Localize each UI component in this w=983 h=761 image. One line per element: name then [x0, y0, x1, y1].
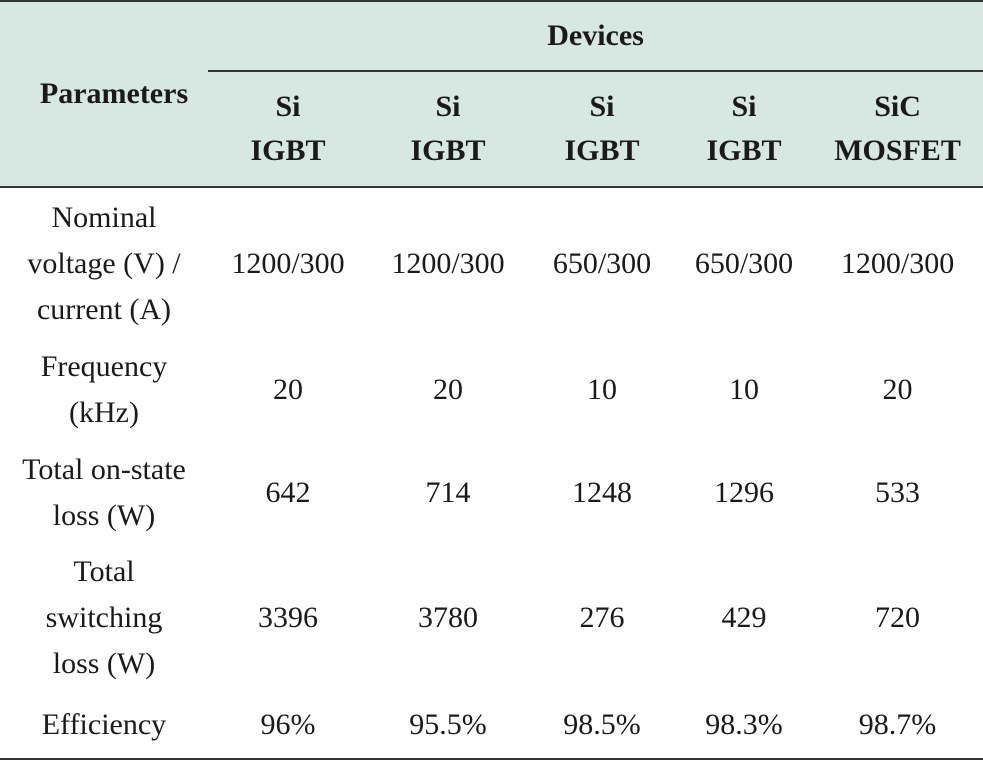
row-label-efficiency: Efficiency [0, 691, 208, 760]
cell: 1296 [714, 476, 774, 509]
cell: 96% [208, 691, 368, 760]
cell: 714 [425, 476, 471, 509]
cell: 20 [273, 373, 303, 406]
row-label-nominal: Nominal voltage (V) / current (A) [27, 200, 181, 326]
cell: 276 [579, 601, 625, 634]
cell: 720 [875, 601, 921, 634]
cell: 20 [882, 373, 913, 406]
row-label-onstate-loss: Total on-state loss (W) [22, 453, 186, 532]
cell: 3780 [418, 601, 478, 634]
row-label-frequency: Frequency (kHz) [40, 350, 168, 429]
cell: 98.7% [812, 691, 983, 760]
device-header-1: Si IGBT [208, 71, 368, 188]
cell: 429 [721, 601, 767, 634]
cell: 98.3% [676, 691, 812, 760]
cell: 10 [729, 373, 759, 406]
cell: 1200/300 [231, 246, 345, 280]
table-row: Nominal voltage (V) / current (A) 1200/300… [0, 187, 983, 339]
cell: 98.5% [528, 691, 676, 760]
cell: 1248 [572, 476, 632, 509]
row-label-switching-loss: Total switching loss (W) [45, 555, 163, 680]
table-row: Efficiency 96% 95.5% 98.5% 98.3% 98.7% [0, 691, 983, 760]
cell: 533 [875, 476, 921, 509]
parameters-header: Parameters [0, 0, 208, 188]
devices-header: Devices [208, 0, 983, 72]
table-row: Total on-state loss (W) 642 714 1248 1296… [0, 441, 983, 545]
table-row: Total switching loss (W) 3396 3780 276 429… [0, 545, 983, 691]
cell: 1200/300 [391, 246, 505, 280]
cell: 3396 [258, 601, 318, 634]
device-header-4: Si IGBT [676, 71, 812, 188]
cell: 95.5% [368, 691, 528, 760]
cell: 650/300 [552, 246, 652, 280]
cell: 650/300 [694, 246, 794, 280]
table-row: Frequency (kHz) 20 20 10 10 20 [0, 339, 983, 441]
cell: 642 [265, 476, 311, 509]
device-header-5: SiC MOSFET [812, 71, 983, 188]
cell: 20 [433, 373, 463, 406]
device-header-3: Si IGBT [528, 71, 676, 188]
device-header-2: Si IGBT [368, 71, 528, 188]
cell: 1200/300 [840, 246, 955, 280]
cell: 10 [587, 373, 617, 406]
